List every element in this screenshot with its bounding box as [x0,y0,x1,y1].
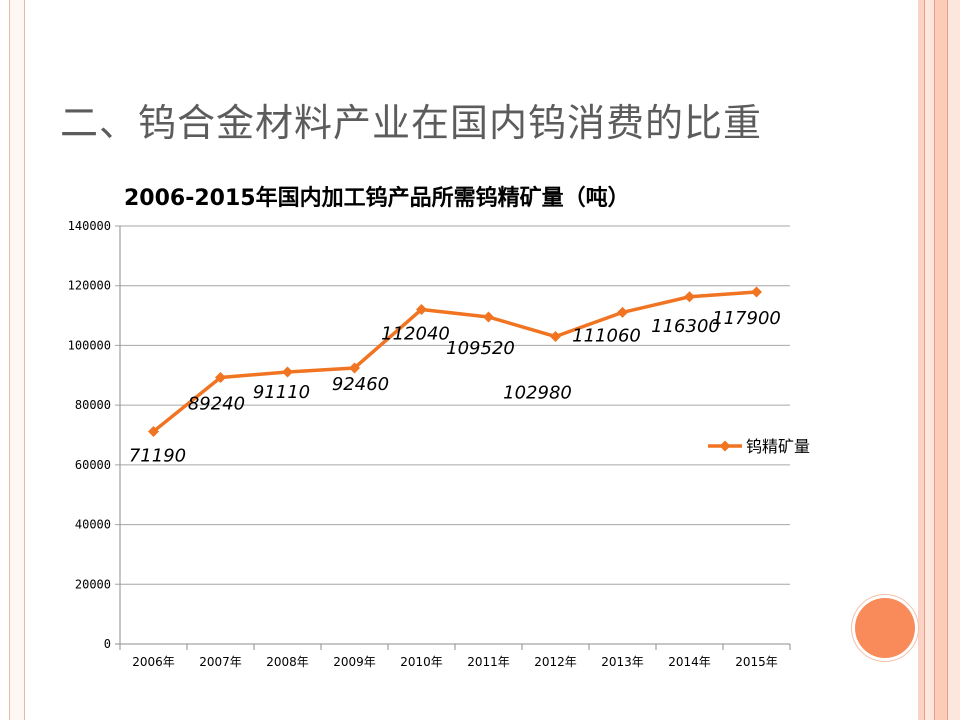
data-label: 71190 [129,445,186,466]
data-point-marker [282,366,293,378]
data-label: 111060 [572,325,641,346]
right-stripe-decoration [918,0,960,720]
x-tick-label: 2010年 [400,655,443,669]
data-point-marker [751,286,762,298]
data-point-marker [148,425,159,437]
data-point-marker [684,291,695,303]
slide-title: 二、钨合金材料产业在国内钨消费的比重 [60,101,763,145]
x-tick-label: 2015年 [735,655,778,669]
y-tick-label: 0 [104,637,111,651]
chart-title: 2006-2015年国内加工钨产品所需钨精矿量（吨） [124,186,630,211]
series-line-钨精矿量 [152,290,757,433]
y-tick-label: 80000 [75,398,111,412]
legend-marker [719,440,731,452]
data-point-marker [349,362,360,374]
y-tick-label: 100000 [68,338,111,352]
x-tick-label: 2011年 [467,655,510,669]
x-tick-label: 2014年 [668,655,711,669]
left-border-decoration [9,0,25,720]
x-tick-label: 2012年 [534,655,577,669]
x-tick-label: 2007年 [199,655,242,669]
data-label: 102980 [503,383,572,404]
data-label: 89240 [188,394,245,415]
y-tick-label: 120000 [68,279,111,293]
data-point-marker [550,331,561,343]
data-label: 91110 [253,382,310,403]
y-tick-label: 40000 [75,518,111,532]
y-tick-label: 20000 [75,577,111,591]
data-point-marker [416,303,427,315]
data-label: 117900 [712,308,781,329]
x-tick-label: 2009年 [333,655,376,669]
y-tick-label: 140000 [68,219,111,233]
data-label: 109520 [446,338,515,359]
data-label: 112040 [381,323,450,344]
data-point-marker [215,372,226,384]
data-label: 116300 [651,316,720,337]
legend-label: 钨精矿量 [746,437,810,456]
data-point-marker [483,311,494,323]
x-tick-label: 2006年 [132,655,175,669]
data-label: 92460 [332,374,389,395]
orange-circle-decoration [855,598,915,658]
x-tick-label: 2008年 [266,655,309,669]
y-tick-label: 60000 [75,458,111,472]
data-point-marker [617,306,628,318]
x-tick-label: 2013年 [601,655,644,669]
